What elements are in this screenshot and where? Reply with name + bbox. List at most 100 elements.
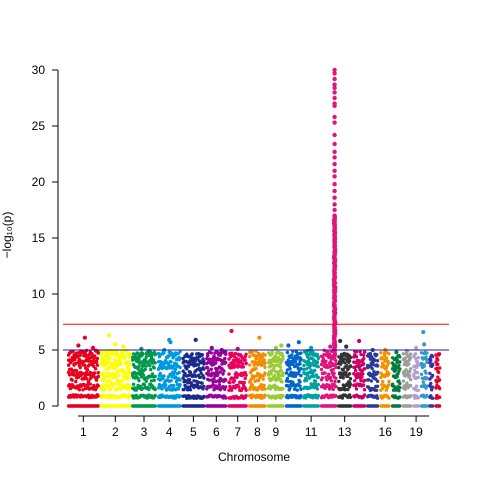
- snp-point: [270, 363, 274, 367]
- snp-point: [224, 378, 228, 382]
- snp-point: [128, 404, 132, 408]
- snp-point: [334, 404, 338, 408]
- snp-point: [387, 383, 391, 387]
- snp-point: [178, 394, 182, 398]
- snp-point: [263, 365, 267, 370]
- snp-point: [375, 404, 380, 408]
- snp-point: [362, 378, 367, 383]
- snp-point: [408, 356, 413, 360]
- snp-point: [169, 360, 173, 364]
- snp-point: [209, 351, 213, 355]
- snp-point: [408, 404, 413, 408]
- snp-point: [169, 383, 173, 388]
- snp-point: [224, 396, 228, 400]
- snp-point: [211, 383, 215, 387]
- snp-point-peak: [332, 103, 337, 109]
- snp-point-high: [309, 345, 314, 350]
- snp-point: [279, 368, 283, 372]
- snp-point: [274, 355, 278, 359]
- snp-point: [316, 394, 320, 398]
- snp-point: [358, 349, 362, 354]
- snp-point: [315, 387, 320, 391]
- x-tick-label: 5: [190, 425, 197, 439]
- snp-point-peak: [332, 95, 337, 101]
- x-tick-label: 3: [141, 425, 148, 439]
- snp-point: [125, 377, 129, 381]
- snp-point: [292, 387, 297, 391]
- snp-point: [121, 367, 125, 371]
- snp-point: [346, 374, 350, 378]
- snp-point-peak: [332, 188, 337, 194]
- snp-point: [277, 357, 281, 361]
- snp-point: [196, 363, 201, 367]
- snp-point: [320, 376, 325, 380]
- snp-point: [123, 354, 128, 358]
- snp-point: [325, 378, 329, 382]
- snp-point: [430, 354, 435, 359]
- snp-point: [436, 375, 440, 379]
- snp-point: [257, 378, 261, 383]
- snp-point: [158, 371, 162, 376]
- snp-point: [96, 371, 101, 375]
- snp-point: [259, 359, 264, 363]
- snp-point: [194, 374, 198, 378]
- snp-point: [285, 368, 290, 372]
- snp-point: [81, 388, 85, 392]
- snp-point: [84, 377, 89, 381]
- snp-point: [425, 393, 429, 398]
- snp-point-peak: [332, 168, 337, 173]
- snp-point: [187, 377, 192, 382]
- snp-point: [244, 404, 248, 408]
- snp-point: [344, 370, 348, 375]
- snp-point: [102, 371, 106, 375]
- snp-point: [173, 367, 178, 371]
- y-tick-label: 15: [32, 231, 46, 245]
- snp-point: [288, 367, 292, 371]
- snp-point: [398, 360, 402, 364]
- snp-point: [354, 350, 359, 354]
- snp-point: [286, 379, 290, 383]
- snp-point-high: [82, 335, 87, 340]
- snp-point: [140, 386, 145, 391]
- snp-point: [313, 379, 318, 383]
- snp-point: [308, 351, 312, 356]
- snp-point: [333, 379, 337, 384]
- snp-point-high: [328, 344, 333, 349]
- chromosome-14-points: [352, 338, 367, 408]
- snp-point-high: [76, 343, 81, 348]
- snp-point: [299, 373, 303, 378]
- snp-point: [340, 396, 345, 400]
- snp-point: [379, 351, 383, 355]
- snp-point: [286, 358, 290, 362]
- x-tick-label: 11: [305, 425, 318, 439]
- snp-point: [259, 383, 264, 387]
- snp-point: [137, 378, 141, 383]
- snp-point: [347, 372, 352, 376]
- snp-point: [435, 366, 439, 370]
- snp-point: [157, 355, 162, 359]
- snp-point: [288, 386, 292, 390]
- snp-point: [96, 384, 101, 388]
- snp-point: [408, 383, 413, 388]
- snp-point: [387, 396, 391, 400]
- snp-point: [288, 355, 292, 360]
- snp-point: [362, 393, 367, 397]
- snp-point: [305, 373, 310, 378]
- snp-point: [416, 404, 421, 408]
- snp-point: [107, 375, 111, 379]
- snp-point: [425, 404, 429, 408]
- snp-point-peak: [332, 71, 337, 76]
- snp-point: [428, 371, 432, 376]
- y-tick-label: 25: [32, 119, 46, 133]
- snp-point: [96, 374, 101, 379]
- snp-point: [168, 372, 172, 376]
- snp-point: [173, 370, 177, 374]
- snp-point: [379, 375, 383, 380]
- snp-point: [437, 378, 442, 382]
- x-axis: 1 2 3 4 5 6 7 8 9 11 13 16 19: [78, 415, 429, 439]
- snp-point: [437, 366, 442, 370]
- snp-point: [199, 361, 203, 365]
- chromosome-15-points: [366, 347, 380, 408]
- snp-point: [202, 359, 206, 363]
- snp-point: [79, 373, 83, 377]
